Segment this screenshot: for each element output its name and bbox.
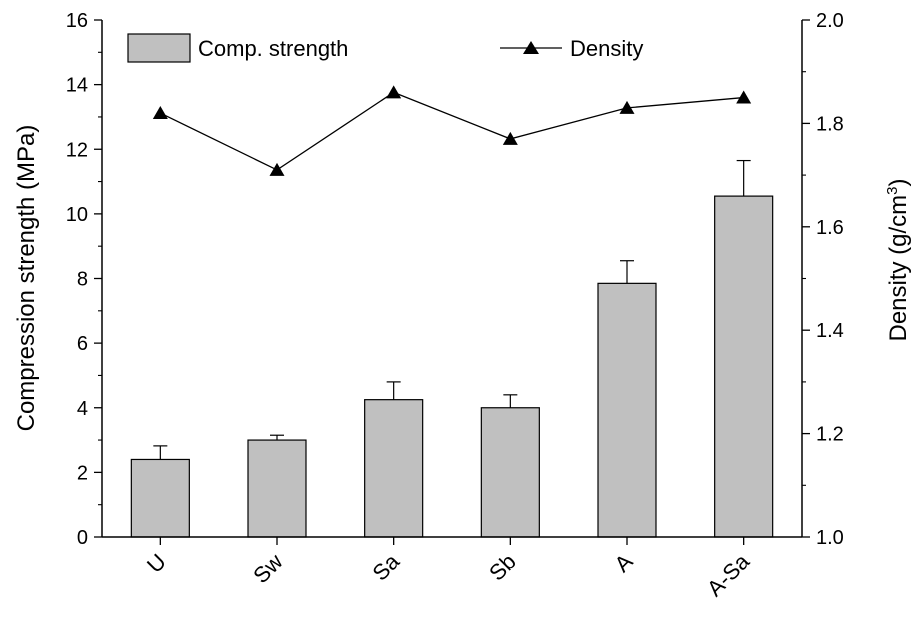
density-point-Sb (502, 131, 518, 145)
bar-A (597, 282, 657, 538)
y2-tick-label-1.0: 1.0 (816, 527, 844, 549)
y2-tick-label-1.2: 1.2 (816, 424, 844, 446)
y2-tick-label-2.0: 2.0 (816, 10, 844, 32)
bar-Sb (480, 407, 540, 538)
x-tick-label-A: A (609, 549, 637, 577)
density-point-A (619, 100, 635, 114)
density-point-Sw (269, 162, 285, 176)
y-tick-label-8: 8 (77, 269, 88, 291)
y2-axis-title: Density (g/cm3) (884, 178, 912, 341)
error-bars-layer (153, 159, 751, 460)
y-tick-label-16: 16 (66, 10, 88, 32)
legend-label-density: Density (570, 36, 643, 61)
density-point-A-Sa (736, 90, 752, 104)
y2-tick-label-1.8: 1.8 (816, 113, 844, 135)
density-point-U (152, 106, 168, 120)
y-axis-title: Compression strength (MPa) (13, 125, 40, 432)
bars-layer (130, 195, 774, 538)
x-tick-label-Sa: Sa (367, 548, 404, 585)
y-tick-label-12: 12 (66, 139, 88, 161)
bar-Sw (247, 439, 307, 538)
bar-U (130, 458, 190, 538)
legend-label-comp-strength: Comp. strength (198, 36, 348, 61)
y2-tick-label-1.6: 1.6 (816, 217, 844, 239)
legend: Comp. strength Density (127, 33, 643, 63)
legend-swatch-density-marker (523, 41, 539, 54)
x-tick-label-U: U (142, 549, 171, 578)
legend-swatch-comp-strength (127, 33, 191, 63)
y-tick-label-6: 6 (77, 333, 88, 355)
y2-axis-title-superscript: 3 (884, 186, 901, 194)
y2-axis-title-close: ) (885, 178, 912, 186)
axes-layer (101, 20, 803, 538)
density-line-layer (152, 85, 752, 176)
x-tick-label-Sb: Sb (484, 549, 521, 586)
y-tick-label-14: 14 (66, 75, 88, 97)
x-tick-label-A-Sa: A-Sa (702, 548, 755, 601)
x-tick-label-Sw: Sw (248, 549, 287, 588)
y2-tick-label-1.4: 1.4 (816, 320, 844, 342)
y-tick-label-4: 4 (77, 398, 88, 420)
density-point-Sa (386, 85, 402, 99)
y-tick-label-0: 0 (77, 527, 88, 549)
y-tick-label-10: 10 (66, 204, 88, 226)
bar-A-Sa (714, 195, 774, 538)
y-tick-label-2: 2 (77, 462, 88, 484)
bar-Sa (364, 399, 424, 538)
y2-axis-title-main: Density (g/cm (885, 195, 912, 342)
density-line (160, 91, 744, 171)
